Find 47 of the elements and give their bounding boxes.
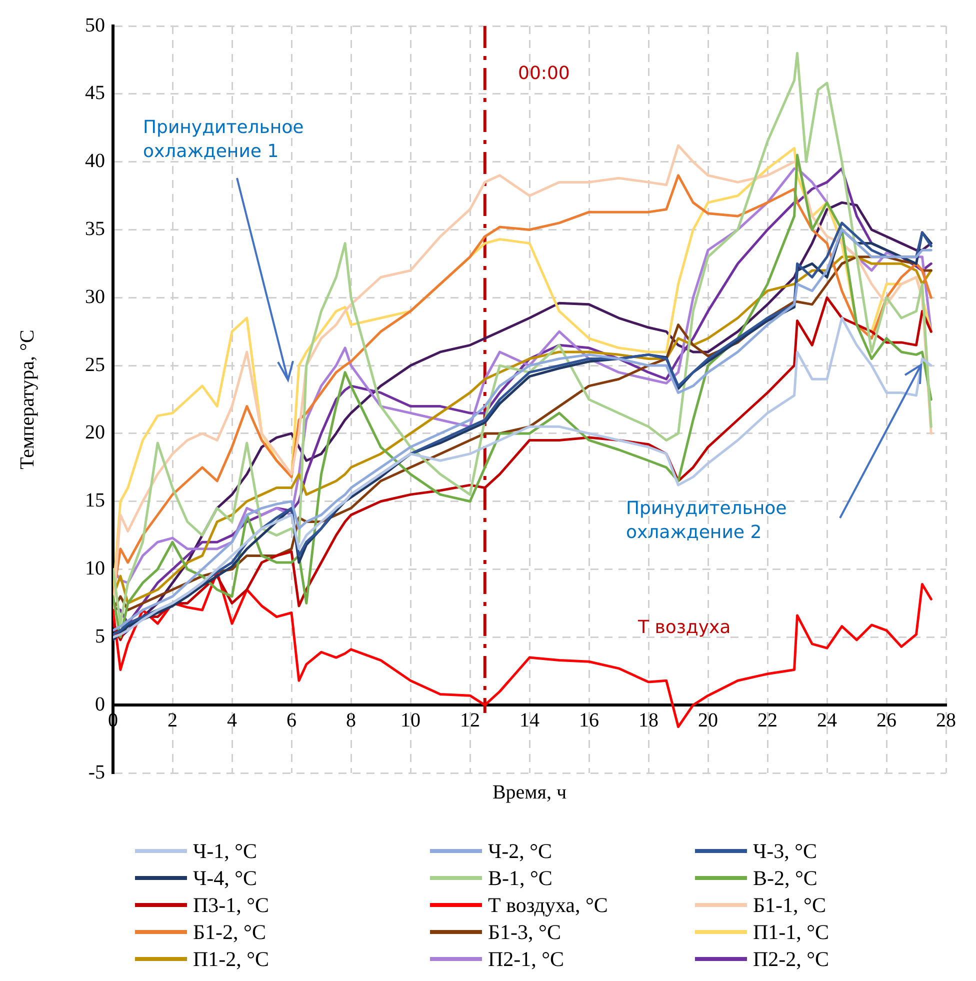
x-tick-label: 6 xyxy=(286,709,296,732)
legend-label: Ч-2, °C xyxy=(488,838,552,864)
x-axis-title: Время, ч xyxy=(492,781,567,804)
x-tick-label: 14 xyxy=(520,709,540,732)
y-tick-label: 20 xyxy=(85,422,105,444)
legend-label: Б1-3, °C xyxy=(488,920,561,944)
legend-label: Б1-2, °C xyxy=(193,920,266,944)
y-tick-label: 35 xyxy=(85,218,105,240)
x-tick-label: 12 xyxy=(460,709,480,732)
y-tick-label: 45 xyxy=(85,82,105,104)
x-tick-label: 16 xyxy=(579,709,599,732)
x-tick-label: 18 xyxy=(638,709,658,732)
y-tick-label: 50 xyxy=(85,14,105,36)
x-tick-label: 8 xyxy=(346,709,356,732)
legend-label: П3-1, °C xyxy=(193,892,270,918)
legend-label: Ч-1, °C xyxy=(193,838,258,864)
legend-label: В-2, °C xyxy=(753,866,818,890)
x-tick-label: 20 xyxy=(698,709,718,732)
y-tick-label: 40 xyxy=(85,150,105,172)
y-tick-label: -5 xyxy=(88,761,105,784)
x-tick-label: 10 xyxy=(400,709,420,732)
x-tick-label: 28 xyxy=(936,709,956,732)
legend-label: Ч-4, °C xyxy=(193,866,258,890)
legend-label: П2-2, °C xyxy=(753,946,830,972)
y-tick-label: 10 xyxy=(85,558,105,580)
x-tick-label: 26 xyxy=(876,709,896,732)
y-tick-label: 25 xyxy=(85,354,105,376)
y-axis-title: Температура, °С xyxy=(16,330,38,470)
annotation: Принудительное охлаждение 1 xyxy=(143,116,305,164)
y-tick-label: 5 xyxy=(95,625,105,648)
legend-label: П1-1, °C xyxy=(753,920,830,944)
legend-label: Т воздуха, °C xyxy=(488,892,608,918)
x-tick-label: 22 xyxy=(758,709,778,732)
y-tick-label: 15 xyxy=(85,490,105,512)
x-tick-label: 24 xyxy=(817,709,837,732)
y-tick-label: 0 xyxy=(95,693,105,716)
y-tick-label: 30 xyxy=(85,286,105,308)
x-tick-label: 2 xyxy=(168,709,178,732)
annotation: Принудительное охлаждение 2 xyxy=(626,497,788,545)
legend-label: П2-1, °C xyxy=(488,946,564,972)
legend-label: В-1, °C xyxy=(488,866,552,890)
x-tick-label: 4 xyxy=(227,709,237,732)
legend-label: П1-2, °C xyxy=(193,946,270,972)
annotation: Т воздуха xyxy=(638,616,732,640)
legend-label: Ч-3, °C xyxy=(753,838,818,864)
legend-label: Б1-1, °C xyxy=(753,892,826,918)
annotation: 00:00 xyxy=(518,62,571,86)
